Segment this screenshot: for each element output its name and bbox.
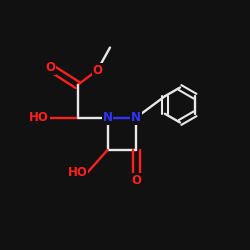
Text: N: N [102,111,113,124]
Text: O: O [45,61,55,74]
Text: O: O [131,174,141,186]
Text: O: O [92,64,102,76]
Text: N: N [131,111,141,124]
Text: HO: HO [29,111,49,124]
Text: HO: HO [68,166,87,179]
